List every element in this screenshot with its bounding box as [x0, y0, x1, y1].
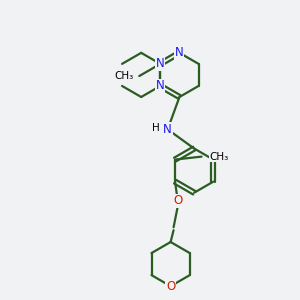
Text: N: N: [156, 80, 165, 92]
Text: O: O: [166, 280, 175, 293]
Text: O: O: [173, 194, 183, 207]
Text: CH₃: CH₃: [114, 71, 134, 81]
Text: N: N: [175, 46, 184, 59]
Text: N: N: [163, 123, 172, 136]
Text: H: H: [152, 123, 160, 133]
Text: N: N: [156, 57, 165, 70]
Text: CH₃: CH₃: [210, 152, 229, 162]
